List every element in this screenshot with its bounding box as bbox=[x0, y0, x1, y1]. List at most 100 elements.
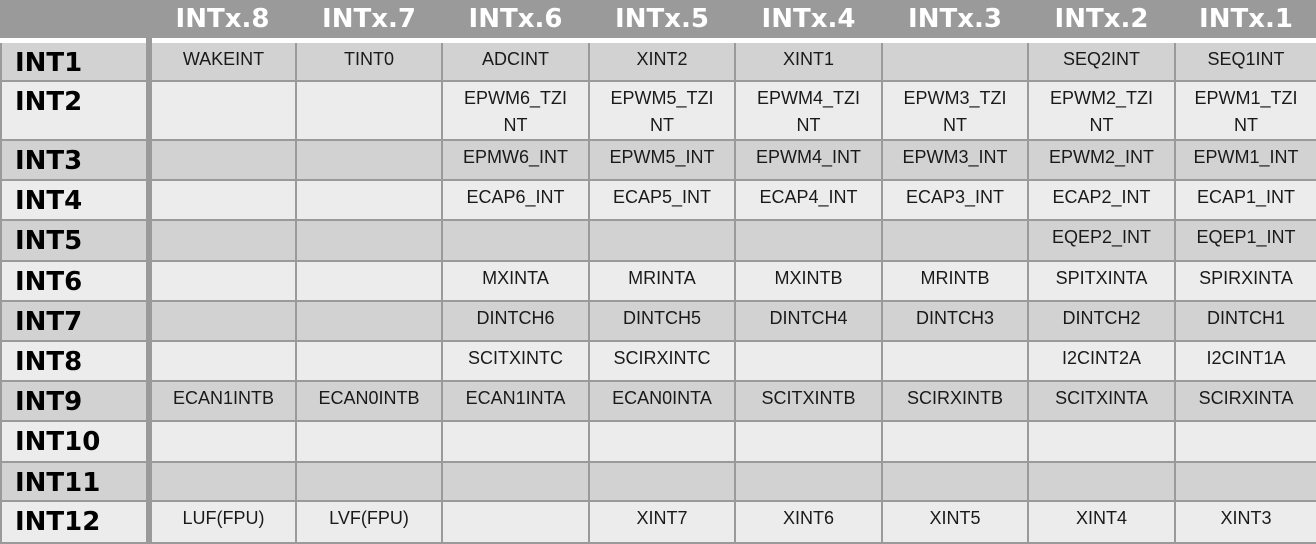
table-cell bbox=[588, 460, 736, 503]
table-cell: ECAN0INTB bbox=[295, 379, 443, 423]
table-cell: DINTCH5 bbox=[588, 299, 736, 343]
table-row: INT6 MXINTA MRINTA MXINTB MRINTB SPITXINTA SPI… bbox=[0, 260, 1316, 302]
table-row: INT4 ECAP6_INT ECAP5_INT ECAP4_INT ECAP3_INT… bbox=[0, 178, 1316, 222]
table-cell bbox=[148, 260, 297, 302]
table-cell bbox=[441, 460, 590, 503]
row-label: INT1 bbox=[0, 39, 152, 82]
table-cell bbox=[295, 460, 443, 503]
table-cell: ECAP1_INT bbox=[1174, 178, 1316, 222]
row-label: INT4 bbox=[0, 178, 152, 222]
table-row: INT5 EQEP2_INT EQEP1_INT bbox=[0, 219, 1316, 263]
table-cell bbox=[441, 420, 590, 463]
table-cell: XINT2 bbox=[588, 39, 736, 82]
table-cell: SCITXINTB bbox=[734, 379, 883, 423]
table-row: INT10 bbox=[0, 420, 1316, 463]
table-cell: EPWM4_TZI NT bbox=[734, 79, 883, 142]
table-cell: EQEP1_INT bbox=[1174, 219, 1316, 263]
table-cell bbox=[881, 340, 1029, 382]
table-cell: I2CINT1A bbox=[1174, 340, 1316, 382]
table-cell: MRINTA bbox=[588, 260, 736, 302]
table-row: INT8 SCITXINTC SCIRXINTC I2CINT2A I2CINT1A bbox=[0, 340, 1316, 382]
table-cell: ECAP6_INT bbox=[441, 178, 590, 222]
table-row: INT1 WAKEINT TINT0 ADCINT XINT2 XINT1 SEQ2INT S… bbox=[0, 39, 1316, 82]
table-cell bbox=[148, 178, 297, 222]
column-header-intx8: INTx.8 bbox=[149, 0, 296, 43]
table-cell bbox=[1027, 460, 1176, 503]
table-cell: EPWM5_INT bbox=[588, 139, 736, 181]
table-cell bbox=[148, 219, 297, 263]
table-cell: ECAN0INTA bbox=[588, 379, 736, 423]
table-cell bbox=[295, 420, 443, 463]
table-cell: EPWM2_INT bbox=[1027, 139, 1176, 181]
table-cell: DINTCH4 bbox=[734, 299, 883, 343]
table-cell bbox=[588, 420, 736, 463]
table-cell: EPWM1_INT bbox=[1174, 139, 1316, 181]
table-cell: MRINTB bbox=[881, 260, 1029, 302]
table-cell: WAKEINT bbox=[148, 39, 297, 82]
table-cell: XINT7 bbox=[588, 500, 736, 544]
table-cell: XINT3 bbox=[1174, 500, 1316, 544]
table-cell bbox=[881, 420, 1029, 463]
table-cell: SCITXINTA bbox=[1027, 379, 1176, 423]
column-header-intx1: INTx.1 bbox=[1175, 0, 1316, 43]
table-cell: ECAN1INTA bbox=[441, 379, 590, 423]
table-cell: ECAP5_INT bbox=[588, 178, 736, 222]
column-header-intx2: INTx.2 bbox=[1028, 0, 1175, 43]
table-row: INT3 EPMW6_INT EPWM5_INT EPWM4_INT EPWM3_INT… bbox=[0, 139, 1316, 181]
table-cell bbox=[148, 299, 297, 343]
table-cell: TINT0 bbox=[295, 39, 443, 82]
table-cell bbox=[734, 460, 883, 503]
table-cell: EPWM3_INT bbox=[881, 139, 1029, 181]
table-cell bbox=[441, 500, 590, 544]
table-cell: ADCINT bbox=[441, 39, 590, 82]
table-cell: EPWM1_TZI NT bbox=[1174, 79, 1316, 142]
table-cell: SCIRXINTB bbox=[881, 379, 1029, 423]
row-label: INT6 bbox=[0, 260, 152, 302]
table-cell bbox=[295, 340, 443, 382]
table-cell: LUF(FPU) bbox=[148, 500, 297, 544]
table-cell: ECAP3_INT bbox=[881, 178, 1029, 222]
column-header-intx5: INTx.5 bbox=[589, 0, 735, 43]
table-row: INT2 EPWM6_TZI NT EPWM5_TZI NT EPWM4_TZI NT… bbox=[0, 79, 1316, 142]
table-cell bbox=[295, 79, 443, 142]
row-label: INT3 bbox=[0, 139, 152, 181]
table-cell bbox=[734, 340, 883, 382]
table-cell bbox=[295, 299, 443, 343]
row-label: INT5 bbox=[0, 219, 152, 263]
table-cell: DINTCH1 bbox=[1174, 299, 1316, 343]
row-label: INT7 bbox=[0, 299, 152, 343]
table-cell: EQEP2_INT bbox=[1027, 219, 1176, 263]
table-cell: DINTCH6 bbox=[441, 299, 590, 343]
column-header-intx3: INTx.3 bbox=[882, 0, 1028, 43]
table-cell bbox=[295, 219, 443, 263]
table-cell bbox=[295, 260, 443, 302]
table-cell: XINT4 bbox=[1027, 500, 1176, 544]
table-cell: I2CINT2A bbox=[1027, 340, 1176, 382]
row-label: INT11 bbox=[0, 460, 152, 503]
table-cell bbox=[881, 460, 1029, 503]
table-cell: EPWM6_TZI NT bbox=[441, 79, 590, 142]
table-cell bbox=[734, 219, 883, 263]
table-row: INT7 DINTCH6 DINTCH5 DINTCH4 DINTCH3 DINTCH2 D… bbox=[0, 299, 1316, 343]
table-cell: SEQ2INT bbox=[1027, 39, 1176, 82]
table-cell: DINTCH3 bbox=[881, 299, 1029, 343]
table-cell: SCITXINTC bbox=[441, 340, 590, 382]
table-cell: SCIRXINTA bbox=[1174, 379, 1316, 423]
table-cell bbox=[1027, 420, 1176, 463]
table-cell bbox=[1174, 420, 1316, 463]
table-cell: LVF(FPU) bbox=[295, 500, 443, 544]
table-row: INT12 LUF(FPU) LVF(FPU) XINT7 XINT6 XINT5 XINT… bbox=[0, 500, 1316, 544]
table-cell: ECAP4_INT bbox=[734, 178, 883, 222]
row-label: INT12 bbox=[0, 500, 152, 544]
row-label: INT10 bbox=[0, 420, 152, 463]
table-cell bbox=[295, 139, 443, 181]
column-header-intx7: INTx.7 bbox=[296, 0, 442, 43]
table-cell: ECAP2_INT bbox=[1027, 178, 1176, 222]
table-cell: XINT5 bbox=[881, 500, 1029, 544]
table-cell: EPWM3_TZI NT bbox=[881, 79, 1029, 142]
column-header-intx4: INTx.4 bbox=[735, 0, 882, 43]
header-corner bbox=[1, 0, 149, 43]
table-cell: EPWM4_INT bbox=[734, 139, 883, 181]
table-cell: SPIRXINTA bbox=[1174, 260, 1316, 302]
